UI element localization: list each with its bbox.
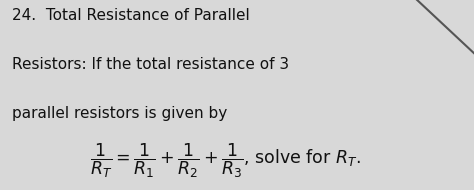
Text: 24.  Total Resistance of Parallel: 24. Total Resistance of Parallel	[12, 8, 250, 23]
Text: $\dfrac{1}{R_T} = \dfrac{1}{R_1} + \dfrac{1}{R_2} + \dfrac{1}{R_3}$, solve for $: $\dfrac{1}{R_T} = \dfrac{1}{R_1} + \dfra…	[90, 142, 361, 180]
Text: Resistors: If the total resistance of 3: Resistors: If the total resistance of 3	[12, 57, 289, 72]
Text: parallel resistors is given by: parallel resistors is given by	[12, 106, 227, 121]
